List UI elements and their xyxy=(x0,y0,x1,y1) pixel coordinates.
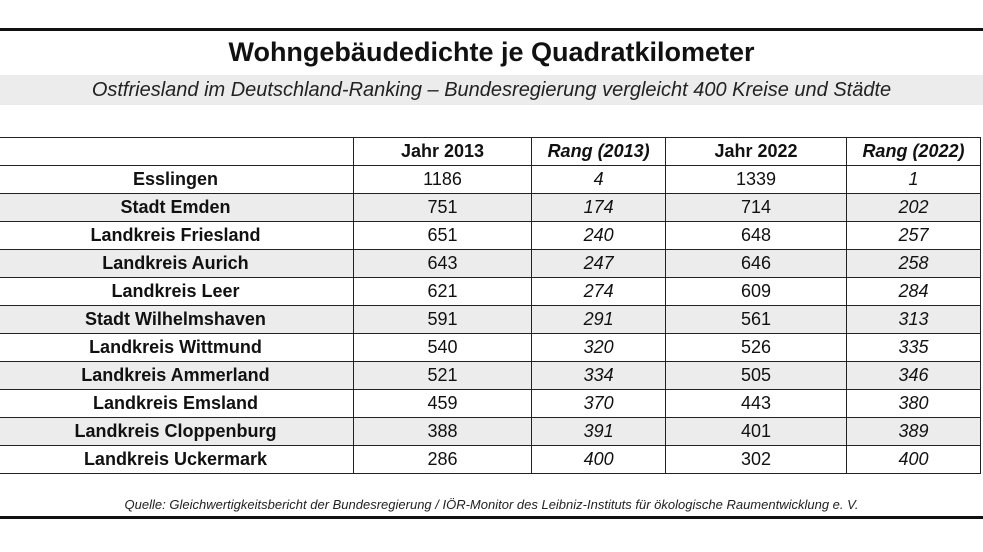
region-name-cell: Stadt Wilhelmshaven xyxy=(0,305,354,334)
table-row: Stadt Wilhelmshaven 591 291 561 313 xyxy=(0,305,982,334)
rank-2022-cell: 313 xyxy=(845,305,982,334)
header-row: Jahr 2013 Rang (2013) Jahr 2022 Rang (20… xyxy=(0,137,982,166)
region-name-cell: Landkreis Leer xyxy=(0,277,354,306)
source-note: Quelle: Gleichwertigkeitsbericht der Bun… xyxy=(124,497,859,512)
rank-2022-cell: 389 xyxy=(845,417,982,446)
region-name-cell: Landkreis Cloppenburg xyxy=(0,417,354,446)
region-name-cell: Landkreis Aurich xyxy=(0,249,354,278)
value-2013-cell: 621 xyxy=(352,277,533,306)
value-2013-cell: 521 xyxy=(352,361,533,390)
region-name-cell: Landkreis Friesland xyxy=(0,221,354,250)
value-2022-cell: 1339 xyxy=(665,165,847,194)
value-2013-cell: 651 xyxy=(352,221,533,250)
rank-2013-cell: 391 xyxy=(531,417,667,446)
region-name-cell: Landkreis Emsland xyxy=(0,389,354,418)
header-year-2022: Jahr 2022 xyxy=(665,137,847,166)
value-2022-cell: 443 xyxy=(665,389,847,418)
region-name-cell: Landkreis Wittmund xyxy=(0,333,354,362)
rank-2013-cell: 247 xyxy=(531,249,667,278)
rank-2013-cell: 240 xyxy=(531,221,667,250)
table-row: Landkreis Friesland 651 240 648 257 xyxy=(0,221,982,250)
table-row: Landkreis Wittmund 540 320 526 335 xyxy=(0,333,982,362)
table-body: Esslingen 1186 4 1339 1 Stadt Emden 751 174 714 2… xyxy=(0,165,982,474)
value-2022-cell: 648 xyxy=(665,221,847,250)
value-2013-cell: 286 xyxy=(352,445,533,474)
rank-2013-cell: 400 xyxy=(531,445,667,474)
value-2013-cell: 751 xyxy=(352,193,533,222)
rank-2013-cell: 334 xyxy=(531,361,667,390)
value-2022-cell: 646 xyxy=(665,249,847,278)
table-row: Landkreis Ammerland 521 334 505 346 xyxy=(0,361,982,390)
value-2013-cell: 388 xyxy=(352,417,533,446)
value-2013-cell: 1186 xyxy=(352,165,533,194)
region-name-cell: Landkreis Uckermark xyxy=(0,445,354,474)
density-table: Jahr 2013 Rang (2013) Jahr 2022 Rang (20… xyxy=(0,137,982,474)
value-2013-cell: 591 xyxy=(352,305,533,334)
value-2013-cell: 459 xyxy=(352,389,533,418)
header-rank-2013: Rang (2013) xyxy=(531,137,667,166)
value-2022-cell: 526 xyxy=(665,333,847,362)
table-row: Landkreis Uckermark 286 400 302 400 xyxy=(0,445,982,474)
table-subtitle: Ostfriesland im Deutschland-Ranking – Bu… xyxy=(0,75,983,105)
value-2022-cell: 302 xyxy=(665,445,847,474)
rank-2022-cell: 380 xyxy=(845,389,982,418)
header-blank xyxy=(0,137,354,166)
rank-2022-cell: 284 xyxy=(845,277,982,306)
value-2022-cell: 505 xyxy=(665,361,847,390)
bottom-rule xyxy=(0,516,983,519)
rank-2022-cell: 258 xyxy=(845,249,982,278)
table-title: Wohngebäudedichte je Quadratkilometer xyxy=(228,37,755,67)
region-name-cell: Esslingen xyxy=(0,165,354,194)
rank-2013-cell: 174 xyxy=(531,193,667,222)
table-row: Landkreis Cloppenburg 388 391 401 389 xyxy=(0,417,982,446)
rank-2022-cell: 400 xyxy=(845,445,982,474)
table-row: Esslingen 1186 4 1339 1 xyxy=(0,165,982,194)
table-row: Landkreis Emsland 459 370 443 380 xyxy=(0,389,982,418)
value-2022-cell: 401 xyxy=(665,417,847,446)
top-rule xyxy=(0,28,983,31)
rank-2013-cell: 370 xyxy=(531,389,667,418)
region-name-cell: Landkreis Ammerland xyxy=(0,361,354,390)
rank-2022-cell: 202 xyxy=(845,193,982,222)
value-2022-cell: 714 xyxy=(665,193,847,222)
value-2013-cell: 540 xyxy=(352,333,533,362)
rank-2022-cell: 335 xyxy=(845,333,982,362)
rank-2022-cell: 346 xyxy=(845,361,982,390)
rank-2013-cell: 4 xyxy=(531,165,667,194)
value-2022-cell: 609 xyxy=(665,277,847,306)
rank-2013-cell: 291 xyxy=(531,305,667,334)
value-2013-cell: 643 xyxy=(352,249,533,278)
header-year-2013: Jahr 2013 xyxy=(352,137,533,166)
rank-2022-cell: 1 xyxy=(845,165,982,194)
region-name-cell: Stadt Emden xyxy=(0,193,354,222)
rank-2022-cell: 257 xyxy=(845,221,982,250)
table-row: Landkreis Leer 621 274 609 284 xyxy=(0,277,982,306)
rank-2013-cell: 274 xyxy=(531,277,667,306)
rank-2013-cell: 320 xyxy=(531,333,667,362)
table-row: Landkreis Aurich 643 247 646 258 xyxy=(0,249,982,278)
header-rank-2022: Rang (2022) xyxy=(845,137,982,166)
value-2022-cell: 561 xyxy=(665,305,847,334)
table-row: Stadt Emden 751 174 714 202 xyxy=(0,193,982,222)
